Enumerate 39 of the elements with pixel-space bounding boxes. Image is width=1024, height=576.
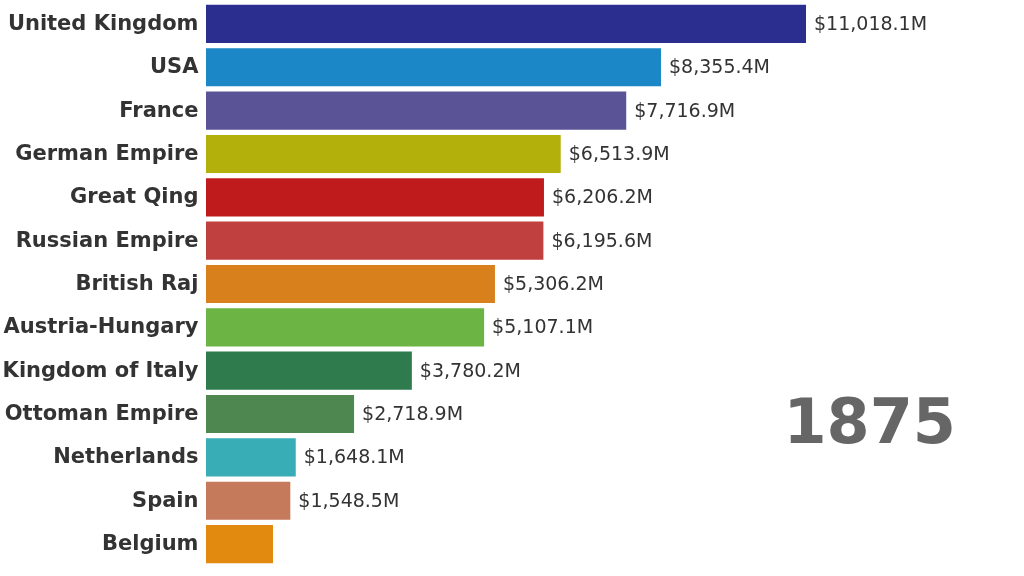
data-label: $1,648.1M [303, 445, 405, 468]
y-tick-label: Netherlands [53, 444, 199, 469]
annotation: 1875 [783, 385, 956, 458]
data-label: $6,513.9M [568, 141, 670, 164]
bar [206, 438, 296, 477]
data-label: $6,195.6M [551, 228, 653, 251]
data-label: $2,718.9M [362, 402, 464, 425]
bar [206, 308, 485, 347]
y-tick-label: Belgium [101, 531, 199, 556]
bar [206, 394, 355, 434]
y-tick-label: Russian Empire [15, 227, 199, 252]
data-label: $1,548.5M [298, 488, 400, 511]
bar [206, 351, 412, 390]
bar [206, 264, 495, 304]
bar [206, 4, 806, 44]
y-tick-label: Ottoman Empire [4, 401, 199, 426]
data-label: $8,355.4M [669, 55, 771, 78]
data-label: $7,716.9M [634, 98, 736, 121]
y-tick-label: German Empire [15, 140, 199, 165]
y-tick-label: United Kingdom [7, 10, 199, 35]
y-tick-label: France [119, 97, 199, 122]
bar [206, 221, 544, 260]
data-label: $11,018.1M [814, 11, 928, 34]
y-tick-label: USA [150, 54, 200, 79]
bar [206, 48, 661, 87]
y-tick-label: British Raj [75, 271, 199, 295]
bar [206, 481, 291, 520]
bar [206, 91, 627, 130]
bar [206, 524, 273, 564]
y-tick-label: Kingdom of Italy [2, 357, 199, 382]
data-label: $6,206.2M [551, 185, 653, 208]
data-label: $5,306.2M [502, 272, 604, 294]
bar [206, 178, 544, 217]
data-label: $5,107.1M [492, 315, 594, 338]
y-tick-label: Great Qing [70, 184, 199, 209]
bar [206, 134, 561, 174]
y-tick-label: Austria-Hungary [3, 314, 199, 339]
y-tick-label: Spain [132, 487, 199, 512]
data-label: $3,780.2M [419, 358, 521, 381]
